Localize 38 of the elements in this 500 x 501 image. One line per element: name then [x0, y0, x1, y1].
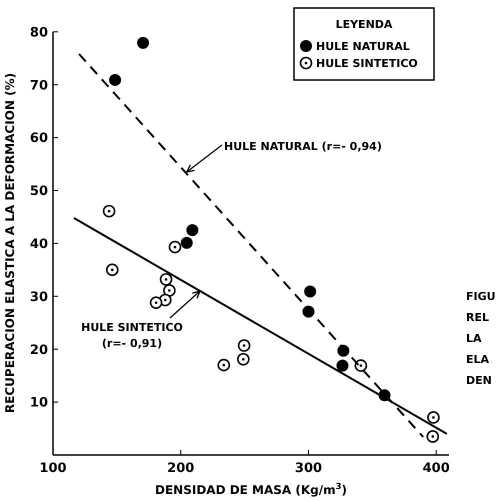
legend-label: HULE SINTETICO	[316, 56, 418, 70]
point	[160, 273, 172, 286]
x-axis-title: DENSIDAD DE MASA (Kg/m$^{3}$)	[155, 481, 347, 497]
y-tick-label: 30	[30, 290, 48, 305]
y-tick-label: 40	[30, 236, 48, 252]
y-tick-label: 10	[30, 396, 48, 411]
y-tick-label: 60	[30, 131, 48, 146]
annotation: HULE NATURAL (r=- 0,94)	[224, 140, 382, 153]
point	[426, 430, 440, 443]
point	[180, 236, 193, 249]
x-tick-label: 300	[294, 461, 322, 476]
y-tick-label: 80	[30, 25, 48, 40]
point	[150, 296, 162, 309]
x-tick-label: 400	[422, 461, 450, 476]
legend-label: HULE NATURAL	[316, 40, 410, 53]
annotation: HULE SINTETICO (r=- 0,91)	[81, 321, 183, 350]
point	[217, 358, 230, 372]
y-axis-title: RECUPERACION ELASTICA A LA DEFORMACION (%)	[3, 72, 17, 414]
point	[102, 204, 116, 218]
point	[354, 359, 368, 372]
x-tick-label: 100	[39, 461, 67, 476]
point	[106, 264, 119, 276]
point	[304, 286, 316, 298]
legend-title: LEYENDA	[336, 18, 393, 31]
point	[237, 352, 250, 366]
point	[336, 360, 348, 372]
text: FIGU REL LA ELA DEN	[466, 290, 496, 387]
y-tick-label: 20	[30, 342, 48, 358]
point	[137, 36, 150, 49]
point	[109, 74, 122, 86]
point	[163, 284, 176, 297]
point	[168, 240, 182, 254]
y-tick-label: 70	[30, 78, 48, 94]
point	[186, 224, 198, 236]
point	[427, 411, 440, 424]
y-tick-label: 50	[30, 184, 48, 200]
x-tick-label: 200	[167, 461, 194, 476]
point	[238, 339, 250, 352]
